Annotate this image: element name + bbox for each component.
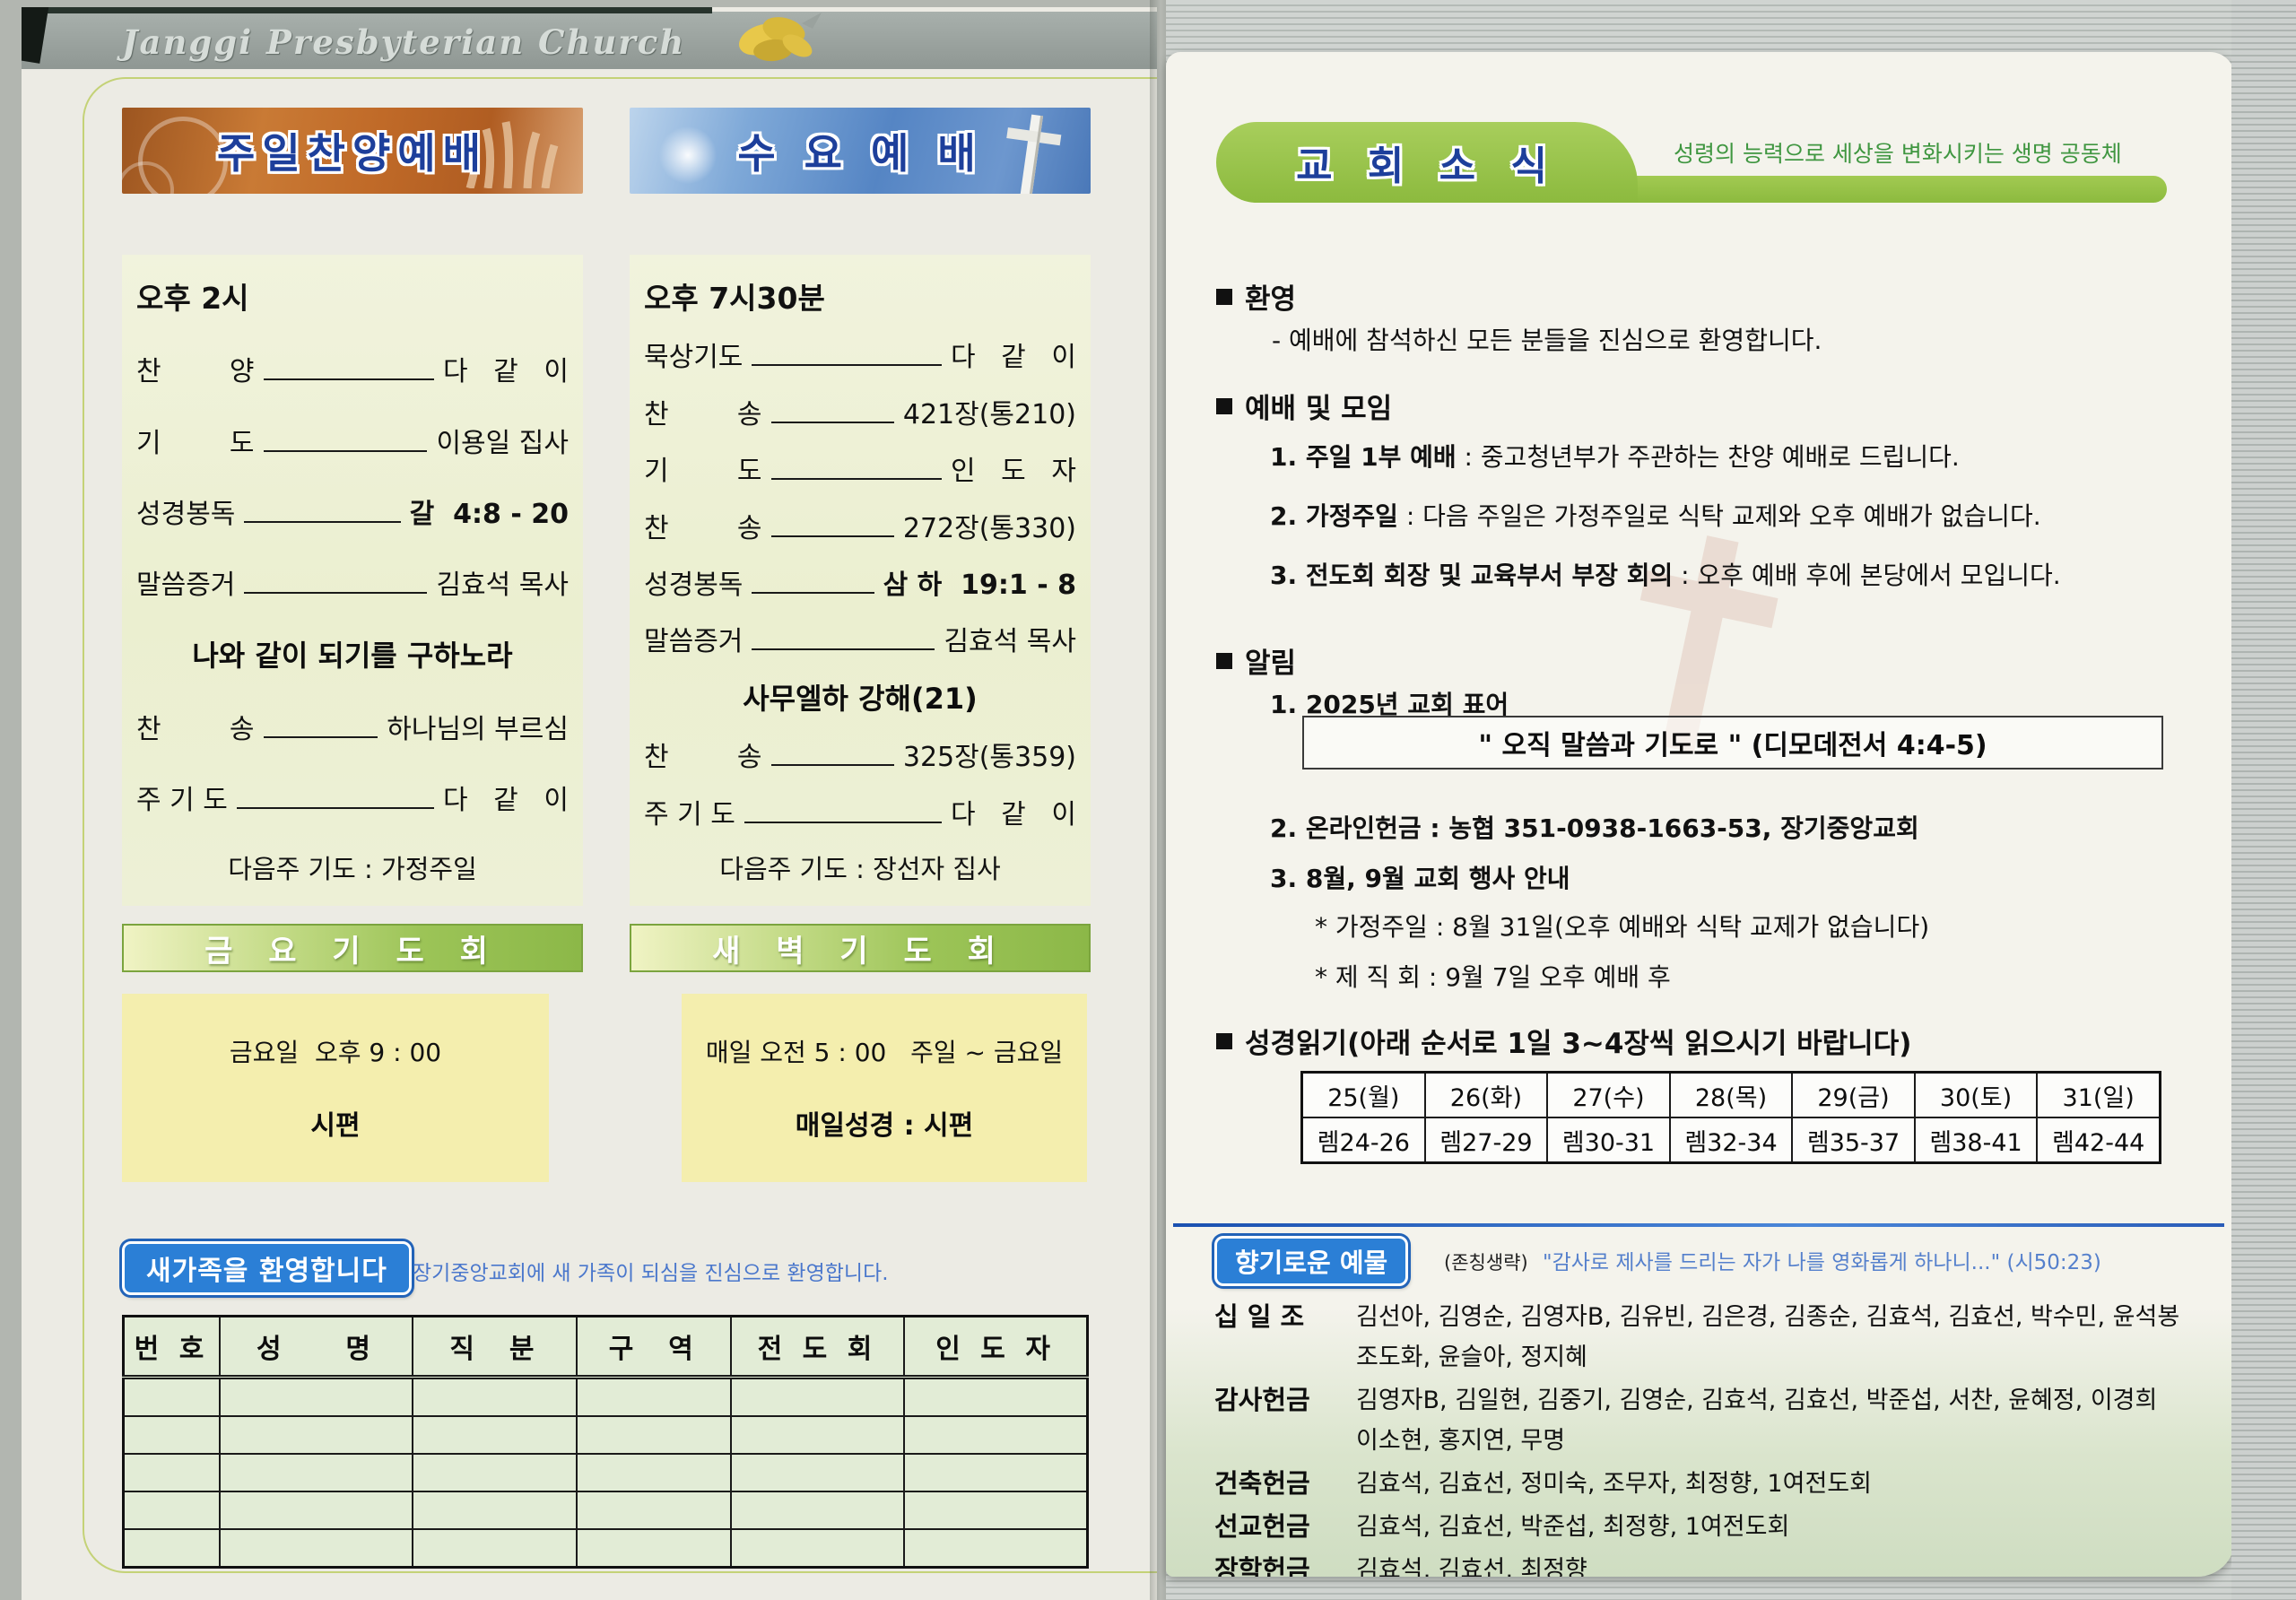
order-row: 찬 송 하나님의 부르심 — [136, 713, 569, 745]
church-name: Janggi Presbyterian Church — [122, 22, 686, 62]
next-week-prayer: 다음주 기도 : 가정주일 — [228, 854, 477, 884]
left-page: Janggi Presbyterian Church 주일찬양예배 오후 2시 … — [22, 7, 1157, 1600]
meetings-section-title: 예배 및 모임 — [1216, 386, 1392, 426]
sunday-praise-banner: 주일찬양예배 — [122, 108, 583, 194]
banner-swoosh — [1575, 176, 2167, 203]
dawn-prayer-info: 매일 오전 5 : 00 주일 ~ 금요일 매일성경 : 시편 — [682, 994, 1087, 1182]
friday-prayer-time: 금요일 오후 9 : 00 — [229, 1038, 442, 1067]
order-row: 묵상기도 다 같 이 — [644, 342, 1076, 374]
meadow-watermark — [1166, 1308, 2235, 1577]
offering-row: 십 일 조 김선아, 김영순, 김영자B, 김유빈, 김은경, 김종순, 김효석,… — [1214, 1301, 2180, 1371]
order-row: 기 도 이용일 집사 — [136, 427, 569, 459]
offering-row: 장학헌금 김효석, 김효선, 최정향 — [1214, 1554, 1587, 1577]
meeting-item: 3. 전도회 회장 및 교육부서 부장 회의 : 오후 예배 후에 본당에서 모… — [1270, 561, 2061, 590]
service-time: 오후 7시30분 — [644, 281, 825, 316]
table-row — [122, 1415, 1089, 1455]
bible-passages-row: 렘24-26 렘27-29 렘30-31 렘32-34 렘35-37 렘38-41 렘… — [1300, 1117, 2161, 1164]
order-row: 찬 송 272장(통330) — [644, 512, 1076, 544]
notice-subitem: * 제 직 회 : 9월 7일 오후 예배 후 — [1315, 962, 1671, 992]
square-bullet-icon — [1216, 397, 1232, 414]
page-border-line — [83, 77, 1157, 1573]
scan-edge-strip — [22, 7, 712, 13]
offerings-suffix: (존칭생략) — [1444, 1252, 1528, 1274]
banner-pill: 교 회 소 식 — [1216, 122, 1638, 203]
order-row: 성경봉독 삼 하 19:1 - 8 — [644, 569, 1076, 601]
page-fold — [1150, 0, 1170, 1600]
order-row: 말씀증거 김효석 목사 — [136, 570, 569, 601]
offering-row: 선교헌금 김효석, 김효선, 박준섭, 최정향, 1여전도회 — [1214, 1511, 1790, 1542]
wednesday-service-banner-title: 수 요 예 배 — [737, 129, 983, 178]
raised-hands-art — [465, 121, 559, 188]
sermon-title: 나와 같이 되기를 구하노라 — [192, 639, 513, 674]
bible-reading-table: 25(월) 26(화) 27(수) 28(목) 29(금) 30(토) 31(일) 렘… — [1300, 1071, 2161, 1164]
square-bullet-icon — [1216, 1032, 1232, 1049]
square-bullet-icon — [1216, 288, 1232, 305]
dawn-prayer-time: 매일 오전 5 : 00 주일 ~ 금요일 — [705, 1038, 1064, 1067]
next-week-prayer: 다음주 기도 : 장선자 집사 — [719, 853, 1001, 884]
dawn-prayer-banner: 새 벽 기 도 회 — [630, 924, 1091, 972]
service-time: 오후 2시 — [136, 281, 249, 316]
square-bullet-icon — [1216, 652, 1232, 669]
table-row — [122, 1453, 1089, 1492]
offering-row: 감사헌금 김영자B, 김일현, 김중기, 김영순, 김효석, 김효선, 박준섭, … — [1214, 1385, 2158, 1455]
notice-subitem: * 가정주일 : 8월 31일(오후 예배와 식탁 교제가 없습니다) — [1315, 912, 1930, 942]
page-header-bar: Janggi Presbyterian Church — [22, 12, 1157, 69]
notice-item: 3. 8월, 9월 교회 행사 안내 — [1270, 864, 1570, 893]
church-news-title: 교 회 소 식 — [1296, 143, 1558, 189]
table-row — [122, 1528, 1089, 1569]
order-row: 성경봉독 갈 4:8 - 20 — [136, 498, 569, 530]
new-family-subtitle: 장기중앙교회에 새 가족이 되심을 진심으로 환영합니다. — [413, 1262, 889, 1285]
meeting-item: 2. 가정주일 : 다음 주일은 가정주일로 식탁 교제와 오후 예배가 없습니… — [1270, 501, 2041, 531]
table-header-row: 번 호 성 명 직 분 구 역 전 도 회 인 도 자 — [122, 1315, 1089, 1379]
sermon-series-title: 사무엘하 강해(21) — [743, 681, 978, 716]
cross-icon — [1006, 114, 1062, 194]
flower-icon — [712, 7, 829, 74]
table-row — [122, 1491, 1089, 1530]
order-row: 말씀증거 김효석 목사 — [644, 626, 1076, 658]
church-news-banner: 교 회 소 식 성령의 능력으로 세상을 변화시키는 생명 공동체 — [1216, 122, 2169, 203]
church-motto-box: " 오직 말씀과 기도로 " (디모데전서 4:4-5) — [1302, 716, 2163, 770]
church-slogan: 성령의 능력으로 세상을 변화시키는 생명 공동체 — [1674, 141, 2122, 167]
notice-item: 1. 2025년 교회 표어 — [1270, 690, 1509, 719]
dawn-prayer-topic: 매일성경 : 시편 — [795, 1110, 974, 1142]
offerings-badge: 향기로운 예물 — [1214, 1236, 1409, 1286]
meeting-item: 1. 주일 1부 예배 : 중고청년부가 주관하는 찬양 예배로 드립니다. — [1270, 442, 1960, 472]
new-family-table: 번 호 성 명 직 분 구 역 전 도 회 인 도 자 — [122, 1315, 1089, 1569]
friday-prayer-topic: 시편 — [310, 1110, 361, 1142]
sunday-praise-banner-title: 주일찬양예배 — [217, 129, 488, 178]
notices-section-title: 알림 — [1216, 640, 1296, 681]
order-row: 찬 송 325장(통359) — [644, 742, 1076, 774]
new-family-badge: 새가족을 환영합니다 — [122, 1241, 412, 1295]
page-edge-stripes-right — [2231, 0, 2296, 1600]
bible-reading-section-title: 성경읽기(아래 순서로 1일 3~4장씩 읽으시기 바랍니다) — [1216, 1021, 1911, 1061]
friday-prayer-banner: 금 요 기 도 회 — [122, 924, 583, 972]
welcome-section-title: 환영 — [1216, 276, 1296, 317]
right-page: 교 회 소 식 성령의 능력으로 세상을 변화시키는 생명 공동체 환영 - 예… — [1166, 52, 2235, 1577]
wednesday-service-banner: 수 요 예 배 — [630, 108, 1091, 194]
bible-days-row: 25(월) 26(화) 27(수) 28(목) 29(금) 30(토) 31(일) — [1300, 1071, 2161, 1118]
friday-prayer-info: 금요일 오후 9 : 00 시편 — [122, 994, 549, 1182]
offerings-quote: "감사로 제사를 드리는 자가 나를 영화롭게 하나니..." (시50:23) — [1543, 1251, 2101, 1274]
welcome-line: - 예배에 참석하신 모든 분들을 진심으로 환영합니다. — [1272, 326, 1822, 355]
order-row: 찬 송 421장(통210) — [644, 398, 1076, 430]
offerings-list: 십 일 조 김선아, 김영순, 김영자B, 김유빈, 김은경, 김종순, 김효석,… — [1214, 1297, 2192, 1577]
section-divider-line — [1173, 1223, 2224, 1227]
offering-row: 건축헌금 김효석, 김효선, 정미숙, 조무자, 최정향, 1여전도회 — [1214, 1468, 1872, 1499]
table-row — [122, 1376, 1089, 1417]
notice-item: 2. 온라인헌금 : 농협 351-0938-1663-53, 장기중앙교회 — [1270, 813, 1919, 843]
